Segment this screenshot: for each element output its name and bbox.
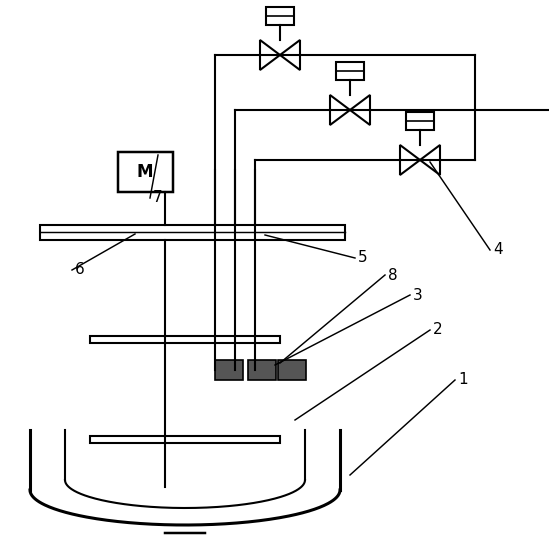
Bar <box>90 436 280 443</box>
Bar <box>336 62 364 80</box>
Text: M: M <box>137 163 153 181</box>
Bar <box>278 360 306 380</box>
Text: 2: 2 <box>433 322 442 337</box>
Text: 3: 3 <box>413 288 423 302</box>
Text: 6: 6 <box>75 263 85 278</box>
Text: 7: 7 <box>153 191 163 206</box>
Text: 5: 5 <box>358 250 368 265</box>
Bar <box>215 360 243 380</box>
Text: 4: 4 <box>493 243 503 258</box>
Text: 1: 1 <box>458 372 468 387</box>
Bar <box>406 112 434 130</box>
Bar <box>248 360 276 380</box>
Bar <box>90 336 280 343</box>
Bar <box>40 225 345 240</box>
Text: 8: 8 <box>388 268 397 283</box>
Bar <box>266 7 294 25</box>
Bar <box>117 152 172 192</box>
